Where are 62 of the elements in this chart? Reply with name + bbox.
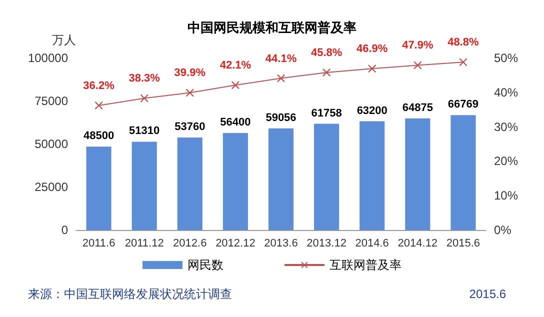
data-label: 66769	[448, 98, 479, 111]
bar	[132, 142, 157, 230]
bar	[405, 118, 430, 230]
data-label: 36.2%	[83, 80, 115, 92]
data-label: 39.9%	[174, 67, 206, 80]
bar	[222, 132, 248, 230]
point	[459, 58, 468, 66]
data-label: 63200	[356, 104, 388, 117]
x-tick-label: 2011.6	[82, 238, 116, 250]
data-label: 51310	[129, 125, 160, 138]
bar	[450, 115, 476, 230]
x-tick-label: 2012.6	[173, 238, 207, 250]
x-tick-label: 2015.6	[446, 238, 480, 250]
source-note: 来源：中国互联网络发展状况统计调查	[28, 287, 232, 301]
point	[140, 94, 148, 102]
bar	[268, 128, 294, 230]
legend-label: 互联网普及率	[330, 258, 402, 272]
bar	[86, 146, 112, 230]
data-label: 42.1%	[220, 60, 252, 72]
y2-tick-label: 50%	[494, 51, 518, 65]
data-label: 64875	[402, 102, 433, 114]
point	[322, 68, 331, 76]
y2-tick-label: 30%	[494, 120, 518, 134]
point	[186, 88, 194, 97]
y-tick-label: 100000	[28, 51, 68, 65]
data-label: 45.8%	[310, 46, 342, 59]
y2-tick-label: 0%	[494, 223, 512, 237]
data-label: 56400	[220, 116, 251, 128]
text: 2015.6	[469, 287, 506, 301]
y2-tick-label: 40%	[494, 85, 518, 100]
x-tick-label: 2014.12	[398, 238, 438, 250]
point	[231, 81, 240, 90]
point	[368, 64, 376, 73]
x-tick-label: 2014.6	[355, 238, 389, 250]
bar	[360, 121, 385, 230]
legend-label: 网民数	[188, 258, 224, 272]
y2-tick-label: 10%	[494, 188, 518, 203]
data-label: 44.1%	[265, 52, 297, 65]
data-label: 48.8%	[448, 36, 480, 49]
y-tick-label: 25000	[34, 180, 68, 194]
point	[277, 74, 285, 82]
data-label: 59056	[266, 112, 296, 124]
y2-tick-label: 20%	[494, 154, 518, 168]
point	[414, 61, 422, 70]
x-tick-label: 2013.12	[306, 238, 346, 250]
data-label: 48500	[83, 130, 114, 142]
data-label: 53760	[174, 121, 206, 134]
point	[94, 101, 103, 110]
y-axis-title: 万人	[52, 33, 76, 47]
y-tick-label: 50000	[34, 137, 68, 151]
data-label: 46.9%	[356, 43, 388, 56]
y-tick-label: 0	[61, 223, 68, 237]
bar	[177, 138, 202, 230]
x-tick-label: 2013.6	[264, 238, 298, 250]
data-label: 38.3%	[128, 72, 160, 85]
x-tick-label: 2012.12	[216, 238, 256, 250]
data-label: 61758	[311, 107, 342, 120]
x-tick-label: 2011.12	[124, 238, 164, 250]
data-label: 47.9%	[402, 40, 434, 52]
chart-title: 中国网民规模和互联网普及率	[188, 20, 356, 35]
y-tick-label: 75000	[34, 94, 68, 108]
bar	[314, 124, 340, 230]
